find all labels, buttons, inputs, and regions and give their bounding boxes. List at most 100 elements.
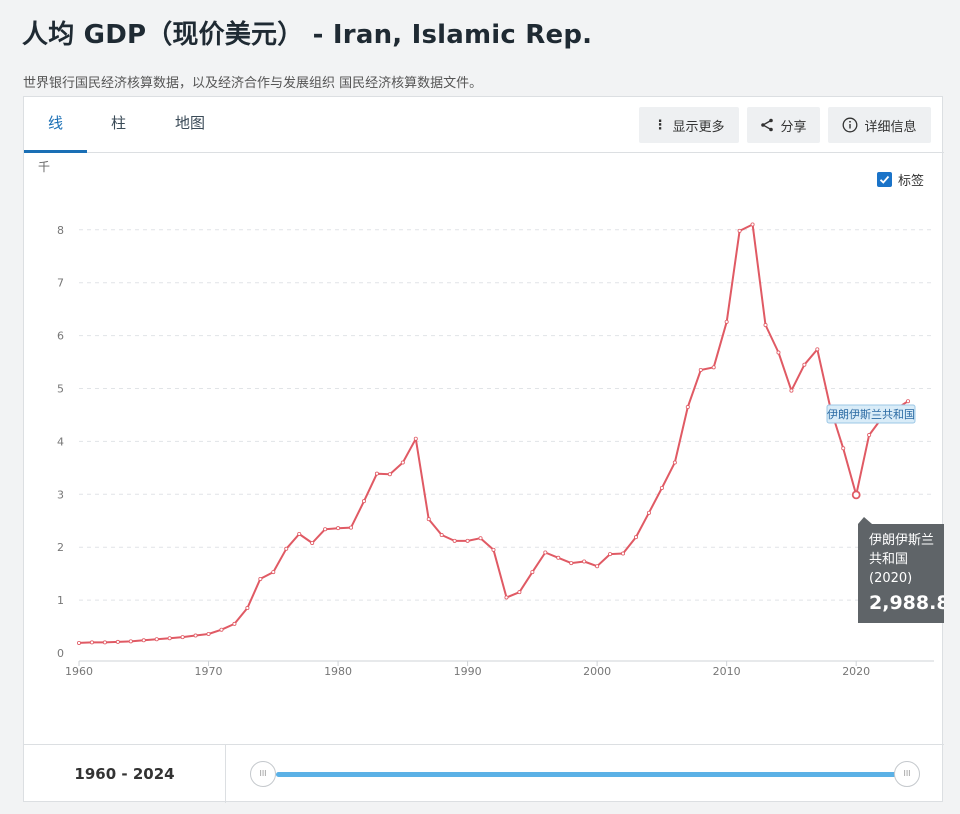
x-tick-label: 2000 (583, 665, 611, 678)
data-point (906, 399, 911, 404)
tab-line[interactable]: 线 (24, 97, 87, 153)
data-point (750, 222, 755, 227)
tooltip-pointer (858, 517, 872, 524)
y-tick-label: 6 (57, 330, 64, 343)
data-point (323, 527, 328, 532)
details-label: 详细信息 (864, 119, 917, 135)
data-point (310, 540, 315, 545)
more-vertical-icon: ⋮ (653, 117, 667, 133)
data-point (297, 531, 302, 536)
data-point (284, 546, 289, 551)
y-tick-label: 8 (57, 224, 64, 237)
tooltip-value: 2,988.8 (869, 592, 944, 614)
data-point (452, 538, 457, 543)
data-point (245, 606, 250, 611)
tooltip-box (858, 524, 944, 623)
data-point (206, 631, 211, 636)
data-point (167, 636, 172, 641)
data-point (724, 319, 729, 324)
show-more-button[interactable]: ⋮ 显示更多 (639, 107, 739, 143)
y-tick-label: 3 (57, 488, 64, 501)
data-point (439, 533, 444, 538)
range-start-handle[interactable]: III (250, 761, 276, 787)
data-point (361, 499, 366, 504)
data-point (517, 590, 522, 595)
data-point (608, 552, 613, 557)
data-point (258, 576, 263, 581)
data-point (219, 627, 224, 632)
data-point (478, 536, 483, 541)
tab-bar[interactable]: 柱 (110, 114, 126, 132)
series-end-label: 伊朗伊斯兰共和国 (827, 408, 915, 421)
data-point (646, 510, 651, 515)
data-point (374, 471, 379, 476)
data-point (711, 365, 716, 370)
data-point (271, 570, 276, 575)
data-point (737, 228, 742, 233)
year-range-bar: 1960 - 2024 III III (24, 744, 944, 803)
data-point (400, 460, 405, 465)
y-tick-label: 2 (57, 541, 64, 554)
data-point (193, 633, 198, 638)
data-point (336, 526, 341, 531)
data-point (867, 433, 872, 438)
tooltip-name-line2: 共和国 (869, 552, 908, 567)
x-tick-label: 2010 (713, 665, 741, 678)
data-point (595, 564, 600, 569)
series-line (78, 223, 909, 644)
data-point (685, 405, 690, 410)
y-tick-label: 5 (57, 383, 64, 396)
year-range-label: 1960 - 2024 (24, 745, 226, 803)
data-point (180, 635, 185, 640)
info-icon (843, 117, 858, 133)
labels-toggle[interactable]: 标签 (876, 170, 924, 189)
y-tick-label: 7 (57, 277, 64, 290)
tab-map[interactable]: 地图 (174, 114, 205, 132)
data-point (543, 550, 548, 555)
data-point (128, 639, 133, 644)
range-end-handle[interactable]: III (894, 761, 920, 787)
data-point (77, 640, 82, 645)
data-point (802, 362, 807, 367)
data-point (569, 561, 574, 566)
chart-tabs: 线 柱 地图 ⋮ 显示更多 分享 详细信息 (24, 97, 944, 153)
data-point (621, 551, 626, 556)
x-tick-label: 1970 (195, 665, 223, 678)
data-point (556, 555, 561, 560)
data-point (349, 525, 354, 530)
y-unit-label: 千 (38, 160, 50, 174)
data-point (141, 638, 146, 643)
series-end-label-box (826, 404, 916, 424)
year-range-slider[interactable] (276, 772, 904, 777)
chart-card: 线 柱 地图 ⋮ 显示更多 分享 详细信息 千 0 1 2 3 4 5 6 7 8 1960 1970… (23, 96, 944, 803)
share-icon (761, 118, 774, 132)
data-point (102, 640, 107, 645)
data-point (504, 595, 509, 600)
tooltip-name-line1: 伊朗伊斯兰 (869, 533, 934, 548)
data-point (815, 347, 820, 352)
show-more-label: 显示更多 (672, 119, 725, 135)
y-tick-label: 1 (57, 594, 64, 607)
data-point (672, 460, 677, 465)
data-point (776, 350, 781, 355)
data-point (387, 472, 392, 477)
data-point (426, 517, 431, 522)
page-title: 人均 GDP（现价美元） - Iran, Islamic Rep. (22, 20, 593, 50)
y-tick-label: 4 (57, 435, 64, 448)
tooltip-year: (2020) (869, 571, 912, 586)
data-point (841, 446, 846, 451)
x-tick-label: 1980 (324, 665, 352, 678)
data-point (232, 621, 237, 626)
data-point (491, 547, 496, 552)
source-note: 世界银行国民经济核算数据，以及经济合作与发展组织 国民经济核算数据文件。 (23, 76, 483, 91)
data-point (698, 367, 703, 372)
line-chart: 千 0 1 2 3 4 5 6 7 8 1960 1970 1980 1990 2000 2010 2020 伊… (38, 160, 944, 678)
highlight-point (851, 490, 861, 500)
data-point (154, 637, 159, 642)
x-tick-label: 1990 (454, 665, 482, 678)
labels-checkbox[interactable] (876, 172, 892, 187)
share-button[interactable]: 分享 (747, 107, 820, 143)
data-point (763, 323, 768, 328)
details-button[interactable]: 详细信息 (828, 107, 931, 143)
data-point (582, 559, 587, 564)
